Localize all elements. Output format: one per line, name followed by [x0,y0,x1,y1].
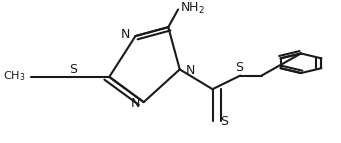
Text: N: N [131,97,140,110]
Text: N: N [120,28,130,41]
Text: S: S [235,61,243,74]
Text: S: S [220,115,228,128]
Text: N: N [186,64,195,77]
Text: NH$_2$: NH$_2$ [180,1,205,16]
Text: CH$_3$: CH$_3$ [3,69,26,83]
Text: S: S [69,63,77,76]
